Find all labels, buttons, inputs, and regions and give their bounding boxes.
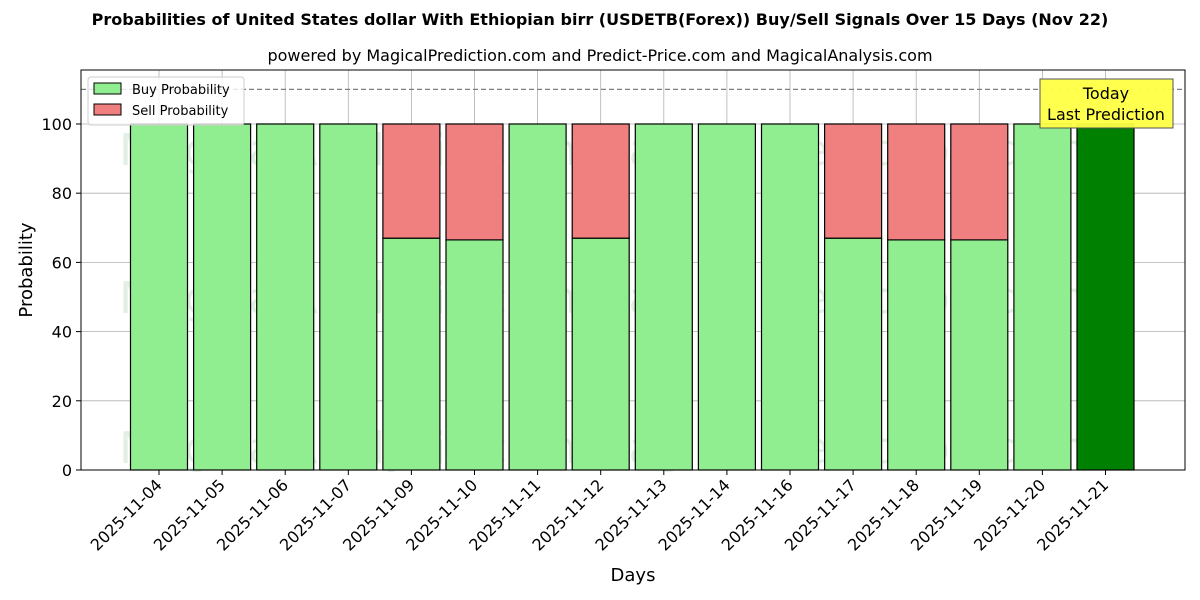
bar-sell: [445, 123, 504, 241]
legend-sell-label: Sell Probability: [132, 104, 229, 119]
bar-sell: [571, 123, 630, 239]
bar-buy: [129, 123, 189, 471]
bar-buy: [571, 237, 630, 471]
plot-frame: [80, 69, 1186, 471]
x-axis: 2025-11-042025-11-052025-11-062025-11-07…: [87, 470, 1112, 555]
chart-subtitle: powered by MagicalPrediction.com and Pre…: [267, 46, 933, 65]
bar-sell: [950, 123, 1009, 241]
y-tick-label: 100: [41, 115, 72, 134]
legend: Buy Probability Sell Probability: [87, 76, 245, 126]
bar-series: [129, 123, 1135, 471]
bar-buy: [950, 239, 1009, 471]
bar-buy: [634, 123, 693, 471]
annotation-line-1: Today: [1082, 84, 1129, 103]
bar-buy: [887, 239, 946, 471]
bar-buy: [193, 123, 252, 471]
bar-buy: [256, 123, 315, 471]
legend-buy-swatch: [93, 82, 122, 95]
bar-buy: [319, 123, 378, 471]
y-axis-label: Probability: [16, 222, 37, 317]
y-tick-label: 40: [52, 323, 72, 342]
y-tick-label: 0: [62, 461, 72, 480]
y-axis: 0 20 40 60 80 100: [41, 115, 81, 480]
chart-title: Probabilities of United States dollar Wi…: [91, 10, 1109, 29]
bar-buy: [823, 237, 883, 471]
bar-sell: [887, 123, 946, 241]
x-axis-label: Days: [611, 565, 656, 586]
y-tick-label: 60: [52, 253, 72, 272]
bar-buy: [760, 123, 820, 471]
bar-buy: [1076, 123, 1135, 471]
bar-buy: [697, 123, 757, 471]
y-tick-label: 80: [52, 184, 72, 203]
bar-sell: [382, 123, 441, 239]
annotation-line-2: Last Prediction: [1047, 105, 1165, 124]
legend-buy-label: Buy Probability: [132, 83, 230, 98]
today-annotation: Today Last Prediction: [1039, 78, 1174, 129]
legend-sell-swatch: [93, 103, 122, 116]
bar-buy: [382, 237, 441, 471]
y-tick-label: 20: [52, 392, 72, 411]
bar-sell: [823, 123, 883, 239]
bar-buy: [1013, 123, 1072, 471]
bar-buy: [508, 123, 567, 471]
bar-buy: [445, 239, 504, 471]
